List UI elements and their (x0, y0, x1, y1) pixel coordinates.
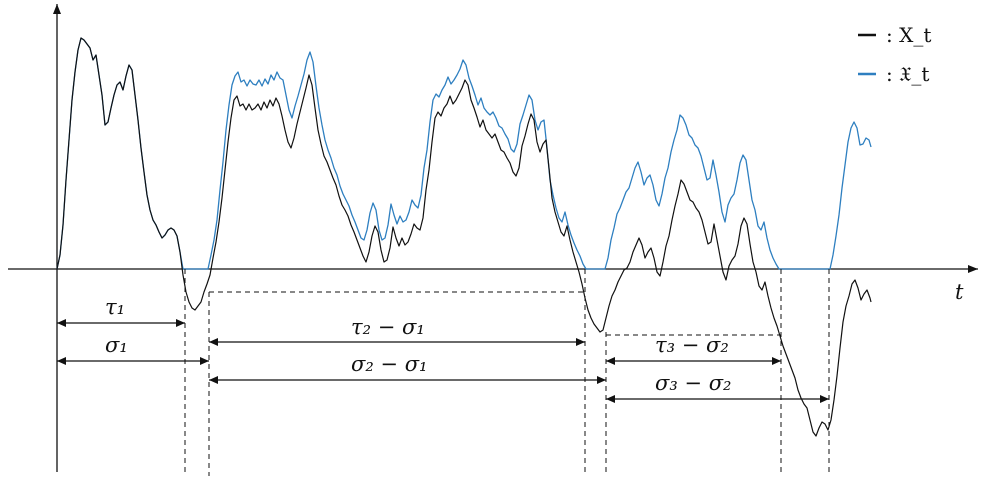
interval-label-sigma2-sigma1: σ₂ − σ₁ (351, 352, 427, 376)
interval-label-sigma1: σ₁ (105, 333, 128, 357)
process-curve (56, 37, 872, 437)
interval-label-tau2-sigma1: τ₂ − σ₁ (351, 315, 425, 339)
legend-blue-label: : 𝔛_t (886, 62, 929, 86)
interval-label-sigma3-sigma2: σ₃ − σ₂ (655, 371, 731, 395)
legend-black-label: : X_t (886, 23, 931, 47)
interval-label-tau3-sigma2: τ₃ − σ₂ (655, 333, 729, 357)
interval-label-tau1: τ₁ (105, 295, 125, 319)
legend: : X_t : 𝔛_t (858, 23, 931, 86)
x-axis-label: t (955, 280, 964, 304)
